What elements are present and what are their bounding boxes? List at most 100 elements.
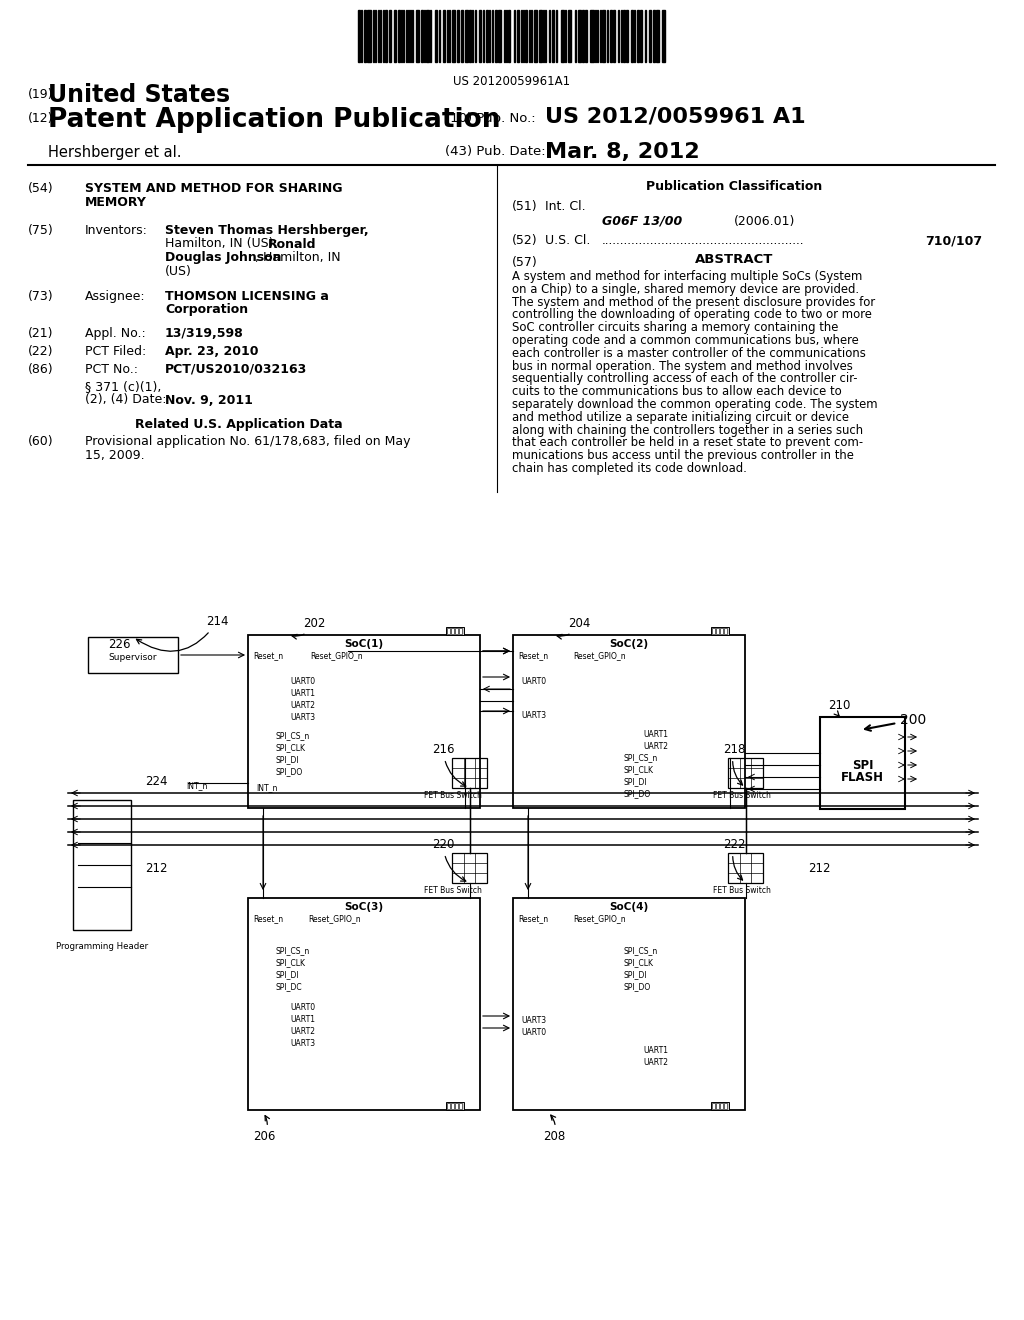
Text: along with chaining the controllers together in a series such: along with chaining the controllers toge… xyxy=(512,424,863,437)
Text: (12): (12) xyxy=(28,112,53,125)
Text: INT_n: INT_n xyxy=(256,783,278,792)
Text: Reset_n: Reset_n xyxy=(518,651,548,660)
Text: Programming Header: Programming Header xyxy=(56,942,148,950)
Text: UART1: UART1 xyxy=(643,730,668,739)
Bar xyxy=(578,11,581,62)
Text: § 371 (c)(1),: § 371 (c)(1), xyxy=(85,380,162,393)
Bar xyxy=(455,1104,458,1109)
Bar xyxy=(455,628,458,634)
Bar xyxy=(508,11,510,62)
Bar xyxy=(720,628,723,634)
Bar xyxy=(513,898,745,1110)
Bar xyxy=(602,11,605,62)
Text: 218: 218 xyxy=(723,743,745,785)
Text: Reset_n: Reset_n xyxy=(253,913,283,923)
Bar xyxy=(711,1102,729,1110)
Bar xyxy=(590,11,594,62)
Text: Reset_n: Reset_n xyxy=(518,913,548,923)
Bar xyxy=(720,1104,723,1109)
Text: The system and method of the present disclosure provides for: The system and method of the present dis… xyxy=(512,296,876,309)
Text: (75): (75) xyxy=(28,224,53,238)
Text: SPI_CLK: SPI_CLK xyxy=(623,766,653,774)
Bar xyxy=(495,11,497,62)
Bar xyxy=(517,11,519,62)
Bar xyxy=(613,11,615,62)
Text: SPI_DO: SPI_DO xyxy=(623,789,650,799)
Text: SPI_CS_n: SPI_CS_n xyxy=(276,731,310,741)
Text: Assignee:: Assignee: xyxy=(85,290,145,304)
Bar xyxy=(461,11,463,62)
Text: (57): (57) xyxy=(512,256,538,269)
Text: Corporation: Corporation xyxy=(165,304,248,317)
Text: SPI_CLK: SPI_CLK xyxy=(276,958,306,968)
Text: controlling the downloading of operating code to two or more: controlling the downloading of operating… xyxy=(512,309,871,321)
Text: Reset_GPIO_n: Reset_GPIO_n xyxy=(308,913,360,923)
Bar xyxy=(248,635,480,808)
Text: SPI_CS_n: SPI_CS_n xyxy=(623,752,657,762)
Text: SPI_CS_n: SPI_CS_n xyxy=(623,946,657,954)
Bar xyxy=(367,11,371,62)
Bar xyxy=(447,1104,450,1109)
Bar xyxy=(582,11,584,62)
Text: SoC controller circuits sharing a memory containing the: SoC controller circuits sharing a memory… xyxy=(512,321,839,334)
Text: THOMSON LICENSING a: THOMSON LICENSING a xyxy=(165,290,329,304)
Text: SPI_DI: SPI_DI xyxy=(276,755,300,764)
Text: UART0: UART0 xyxy=(290,677,315,686)
Bar xyxy=(656,11,659,62)
Text: (54): (54) xyxy=(28,182,53,195)
Bar xyxy=(539,11,542,62)
Text: (21): (21) xyxy=(28,327,53,341)
Text: SPI_DI: SPI_DI xyxy=(276,970,300,979)
Bar xyxy=(421,11,423,62)
Bar xyxy=(631,11,633,62)
Text: 212: 212 xyxy=(145,862,168,875)
Bar xyxy=(649,11,651,62)
Text: Reset_GPIO_n: Reset_GPIO_n xyxy=(573,651,626,660)
Text: FET Bus Switch: FET Bus Switch xyxy=(424,791,482,800)
Bar xyxy=(443,11,445,62)
Text: US 20120059961A1: US 20120059961A1 xyxy=(454,75,570,88)
Text: (US): (US) xyxy=(165,264,191,277)
Text: FET Bus Switch: FET Bus Switch xyxy=(424,886,482,895)
Bar xyxy=(426,11,429,62)
Bar xyxy=(457,11,459,62)
Text: 210: 210 xyxy=(828,700,850,715)
Text: SYSTEM AND METHOD FOR SHARING: SYSTEM AND METHOD FOR SHARING xyxy=(85,182,342,195)
Text: SPI_DO: SPI_DO xyxy=(623,982,650,991)
Text: United States: United States xyxy=(48,83,230,107)
Text: Supervisor: Supervisor xyxy=(109,653,158,663)
Bar xyxy=(728,758,763,788)
Text: chain has completed its code download.: chain has completed its code download. xyxy=(512,462,746,475)
Text: SPI_DO: SPI_DO xyxy=(276,767,303,776)
Text: Hershberger et al.: Hershberger et al. xyxy=(48,145,181,160)
Bar xyxy=(640,11,642,62)
Text: UART2: UART2 xyxy=(290,1027,315,1036)
Bar xyxy=(469,11,471,62)
Text: SPI: SPI xyxy=(852,759,873,772)
Text: (10) Pub. No.:: (10) Pub. No.: xyxy=(445,112,536,125)
Bar xyxy=(716,1104,719,1109)
Text: SPI_DI: SPI_DI xyxy=(623,970,646,979)
Text: US 2012/0059961 A1: US 2012/0059961 A1 xyxy=(545,107,806,127)
Text: 202: 202 xyxy=(292,616,326,639)
Text: 216: 216 xyxy=(432,743,466,787)
Bar xyxy=(552,11,554,62)
Text: 212: 212 xyxy=(808,862,830,875)
Text: sequentially controlling access of each of the controller cir-: sequentially controlling access of each … xyxy=(512,372,857,385)
Text: SPI_CS_n: SPI_CS_n xyxy=(276,946,310,954)
Bar xyxy=(446,627,464,635)
Bar xyxy=(716,628,719,634)
Text: on a Chip) to a single, shared memory device are provided.: on a Chip) to a single, shared memory de… xyxy=(512,282,859,296)
Text: UART0: UART0 xyxy=(521,1028,546,1038)
Text: (60): (60) xyxy=(28,436,53,447)
Bar xyxy=(486,11,488,62)
Text: Hamilton, IN (US);: Hamilton, IN (US); xyxy=(165,238,282,251)
Bar xyxy=(73,800,131,931)
Bar xyxy=(534,11,537,62)
Text: (86): (86) xyxy=(28,363,53,376)
Bar xyxy=(820,717,905,809)
Text: A system and method for interfacing multiple SoCs (System: A system and method for interfacing mult… xyxy=(512,271,862,282)
Bar xyxy=(637,11,639,62)
Text: G06F 13/00: G06F 13/00 xyxy=(602,215,682,228)
Bar xyxy=(561,11,564,62)
